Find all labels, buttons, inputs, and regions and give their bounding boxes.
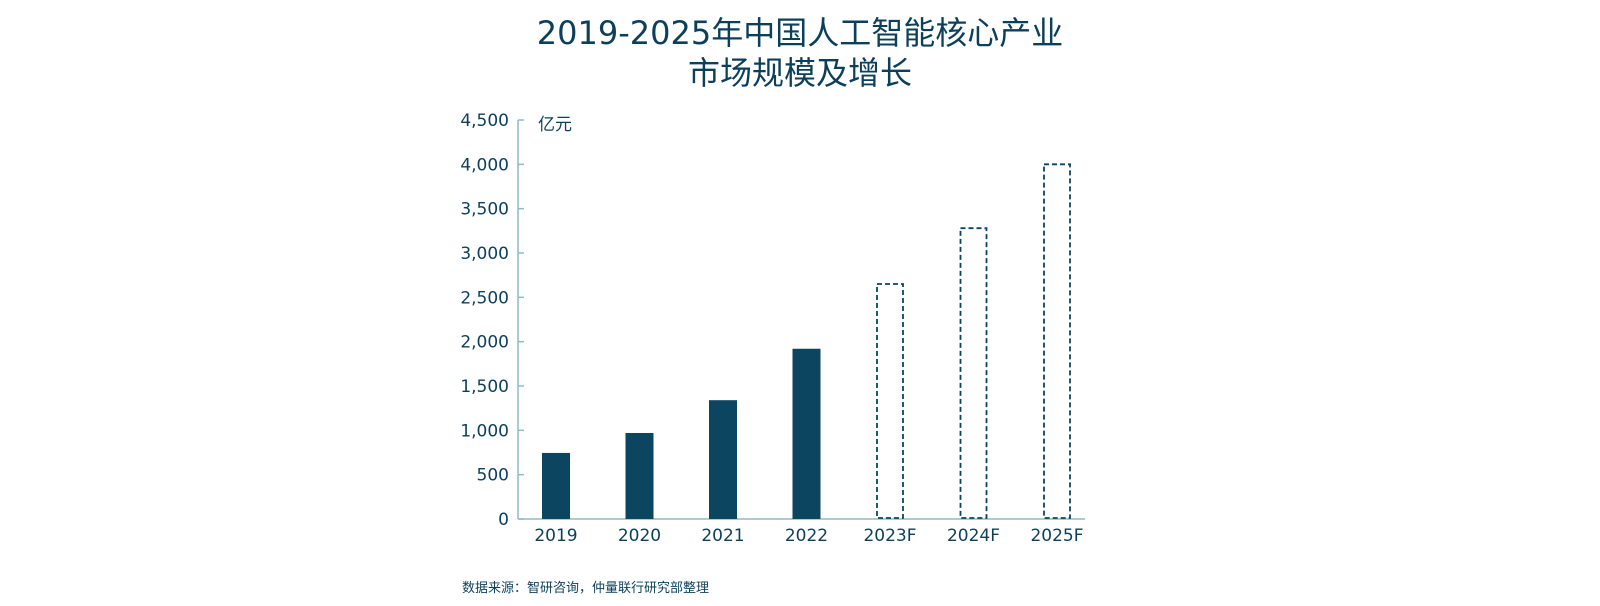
x-tick-label: 2021: [701, 526, 744, 546]
x-tick-label: 2022: [785, 526, 828, 546]
y-tick-label: 4,500: [460, 111, 509, 131]
bar: [542, 452, 570, 519]
bar-forecast: [959, 227, 988, 519]
x-tick-label: 2024F: [947, 526, 1000, 546]
bar-forecast: [876, 283, 904, 519]
y-tick-label: 3,500: [460, 200, 509, 220]
source-note: 数据来源：智研咨询，仲量联行研究部整理: [462, 581, 709, 596]
y-tick-label: 1,500: [460, 377, 509, 397]
y-tick-label: 1,000: [460, 421, 509, 441]
y-tick-label: 500: [477, 466, 509, 486]
bar: [625, 432, 654, 519]
y-axis-ticks: 0 500 1,000 1,500 2,000 2,500 3,000 3,500 4,000 4…: [460, 111, 524, 530]
x-tick-label: 2023F: [863, 526, 916, 546]
chart-title-line-2: 市场规模及增长: [688, 54, 912, 92]
x-axis-ticks: 2019 2020 2021 2022 2023F 2024F 2025F: [534, 526, 1083, 546]
y-tick-label: 0: [498, 510, 509, 530]
bar: [792, 348, 821, 519]
y-axis-unit: 亿元: [538, 115, 572, 135]
bar-forecast: [1043, 163, 1071, 519]
bar: [709, 400, 737, 519]
chart-title-line-1: 2019-2025年中国人工智能核心产业: [537, 14, 1063, 52]
y-tick-label: 2,000: [460, 333, 509, 353]
bars: [542, 163, 1071, 519]
y-tick-label: 2,500: [460, 288, 509, 308]
y-tick-label: 3,000: [460, 244, 509, 264]
x-tick-label: 2020: [618, 526, 661, 546]
y-tick-label: 4,000: [460, 155, 509, 175]
x-tick-label: 2025F: [1030, 526, 1083, 546]
x-tick-label: 2019: [534, 526, 577, 546]
